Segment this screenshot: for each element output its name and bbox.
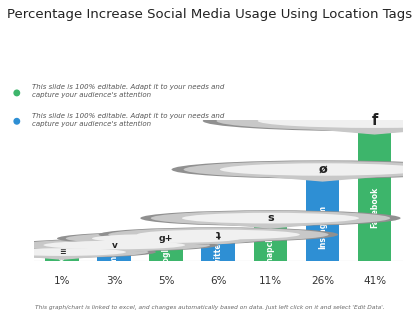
Bar <box>254 227 287 261</box>
Text: ø: ø <box>318 163 327 176</box>
Text: v: v <box>111 241 117 249</box>
Circle shape <box>92 234 241 243</box>
Text: Instagram: Instagram <box>318 205 327 249</box>
Text: ʇ: ʇ <box>216 230 221 240</box>
Text: 11%: 11% <box>259 276 282 286</box>
Circle shape <box>140 210 401 226</box>
Text: Others: Others <box>58 246 67 275</box>
Circle shape <box>184 161 420 178</box>
Circle shape <box>0 246 156 258</box>
Text: 6%: 6% <box>210 276 227 286</box>
Circle shape <box>171 160 420 179</box>
Text: Snapchat: Snapchat <box>266 226 275 267</box>
Circle shape <box>182 213 359 224</box>
Circle shape <box>0 247 148 257</box>
Circle shape <box>108 228 328 241</box>
Circle shape <box>151 211 390 226</box>
Text: This slide is 100% editable. Adapt it to your needs and
capture your audience's : This slide is 100% editable. Adapt it to… <box>32 112 224 127</box>
Polygon shape <box>158 238 278 243</box>
Circle shape <box>10 239 218 251</box>
Polygon shape <box>62 249 166 253</box>
Text: f: f <box>371 113 378 129</box>
Bar <box>150 246 183 261</box>
Circle shape <box>137 230 300 239</box>
Circle shape <box>217 111 420 130</box>
Bar <box>358 132 391 261</box>
Text: 1%: 1% <box>54 276 71 286</box>
Text: Vimeo: Vimeo <box>110 244 119 271</box>
Circle shape <box>258 114 420 128</box>
Circle shape <box>18 239 210 251</box>
Circle shape <box>57 232 276 245</box>
Bar <box>45 258 79 261</box>
Bar <box>202 243 235 261</box>
Polygon shape <box>247 175 398 181</box>
Text: This graph/chart is linked to excel, and changes automatically based on data. Ju: This graph/chart is linked to excel, and… <box>35 305 385 310</box>
Text: This slide is 100% editable. Adapt it to your needs and
capture your audience's : This slide is 100% editable. Adapt it to… <box>32 84 224 99</box>
Circle shape <box>66 232 267 244</box>
Circle shape <box>203 111 420 131</box>
Polygon shape <box>289 127 420 134</box>
Circle shape <box>99 227 338 242</box>
Text: Twitter: Twitter <box>214 238 223 269</box>
Text: ≡: ≡ <box>59 248 66 256</box>
Text: 3%: 3% <box>106 276 123 286</box>
Text: s: s <box>267 213 274 223</box>
Text: Percentage Increase Social Media Usage Using Location Tags: Percentage Increase Social Media Usage U… <box>8 8 412 21</box>
Circle shape <box>0 248 126 256</box>
Bar <box>97 252 131 261</box>
Bar <box>306 180 339 261</box>
Circle shape <box>44 241 185 249</box>
Polygon shape <box>205 222 336 228</box>
Text: g+: g+ <box>159 234 173 243</box>
Text: Google +: Google + <box>162 235 171 274</box>
Circle shape <box>220 163 420 176</box>
Polygon shape <box>16 255 109 259</box>
Text: 41%: 41% <box>363 276 386 286</box>
Text: 5%: 5% <box>158 276 175 286</box>
Text: 26%: 26% <box>311 276 334 286</box>
Polygon shape <box>112 242 221 247</box>
Text: Facebook: Facebook <box>370 186 379 228</box>
